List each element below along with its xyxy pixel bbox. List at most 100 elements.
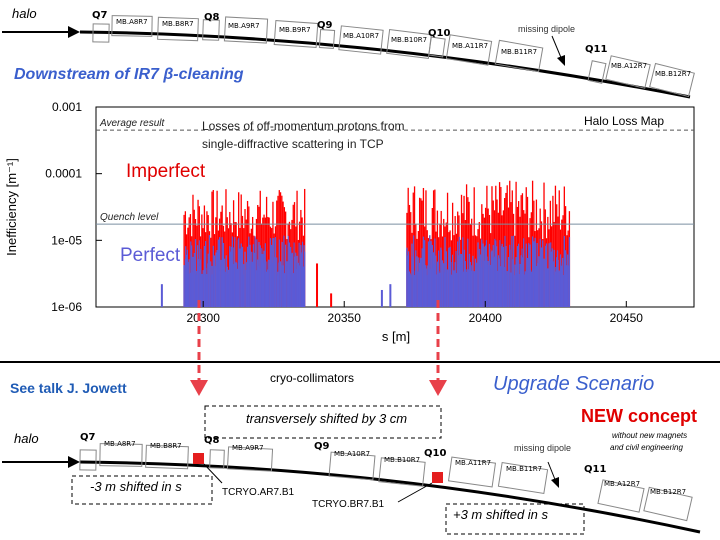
plot-xlabel: s [m] [382,329,410,344]
bar-perfect [560,262,562,307]
bar-imperfect [225,189,227,307]
bar-imperfect [265,196,268,307]
bar-perfect [413,235,415,307]
shift-minus-box [71,475,213,505]
bar-perfect [541,248,543,307]
top-halo-label: halo [12,6,37,21]
bar-perfect [563,239,565,307]
bar-perfect [428,268,430,307]
bar-perfect [455,250,457,307]
top-missing-dipole-pointer-head [557,55,565,66]
bottom-magnet-boxes [79,443,693,522]
bar-imperfect [535,199,538,307]
bar-isolated [160,284,163,307]
bar-perfect [298,242,300,307]
y-tick-label: 0.001 [52,100,82,114]
bar-perfect [558,270,560,307]
y-tick-label: 0.0001 [45,167,82,181]
bar-perfect [504,235,506,307]
bar-perfect [266,261,268,307]
new-concept: NEW concept [581,406,698,426]
bar-perfect [519,263,521,307]
bottom-quad-box-q8 [209,449,225,469]
plot-title: Halo Loss Map [584,114,664,128]
bottom-missing-dipole-pointer-head [551,477,559,488]
bar-perfect [469,261,472,307]
reference-line-label: Quench level [100,212,159,223]
bar-perfect [416,256,418,307]
top-magnet-b8: MB.B8R7 [162,20,194,28]
bar-perfect [468,253,471,307]
bar-perfect [484,245,487,307]
bar-perfect [475,270,477,307]
bar-perfect [300,245,302,307]
bar-imperfect [471,218,473,307]
top-magnet-b11: MB.B11R7 [501,48,538,56]
cryo-collimator-a-marker [193,453,204,464]
bar-perfect [205,267,207,307]
bar-perfect [467,238,469,307]
bar-perfect [195,274,197,307]
bar-imperfect [183,214,185,307]
bar-perfect [200,248,202,307]
bar-imperfect [192,194,194,307]
bar-perfect [487,260,489,307]
bar-perfect [501,246,503,307]
bar-perfect [492,245,494,307]
cryo-collimator-b-marker [432,472,443,483]
bar-perfect [540,247,543,307]
bar-perfect [271,262,273,307]
bar-perfect [296,263,299,307]
bar-imperfect [443,218,445,307]
bar-perfect [208,235,211,307]
bottom-magnet-a8: MB.A8R7 [104,440,136,448]
bar-imperfect [282,201,284,307]
y-tick-label: 1e-06 [51,300,82,314]
bar-perfect [407,251,410,307]
bar-perfect [190,241,192,307]
bar-imperfect [276,200,278,307]
top-quad-box-q8 [202,19,220,41]
bar-imperfect [408,204,411,307]
bottom-dipole-box-a9 [226,446,274,472]
bottom-quad-q11: Q11 [584,464,607,475]
bar-perfect [525,243,527,307]
top-magnet-a8: MB.A8R7 [116,18,148,26]
bottom-magnet-b8: MB.B8R7 [150,442,182,450]
bar-imperfect [487,208,489,307]
bar-perfect [408,271,411,307]
bar-perfect [551,248,554,307]
upgrade-title: Upgrade Scenario [493,373,655,395]
bottom-magnet-b12: MB.B12R7 [650,488,687,496]
bar-perfect [236,268,239,307]
bar-perfect [565,252,567,307]
bar-perfect [526,266,528,307]
bar-perfect [252,244,255,307]
bar-perfect [470,265,472,307]
bar-perfect [435,255,437,307]
top-magnet-boxes [92,15,695,98]
bar-perfect [530,271,532,307]
bar-perfect [229,252,231,307]
bar-imperfect [436,210,439,307]
bar-perfect [506,274,508,307]
bar-perfect [446,271,449,307]
bar-perfect [448,251,450,307]
new-concept-note-line1: without new magnets [612,431,688,440]
arrow-left-head [190,380,208,396]
bar-perfect [283,235,285,307]
bar-perfect [262,263,265,307]
bottom-magnet-a11: MB.A11R7 [455,459,492,467]
bar-perfect [550,251,553,307]
bar-perfect [457,241,459,307]
bar-perfect [409,273,411,307]
bar-perfect [211,265,213,307]
bar-perfect [561,265,563,307]
bar-perfect [449,246,451,307]
bar-imperfect [561,219,563,307]
x-tick-label: 20300 [187,311,221,325]
bar-perfect [411,243,413,307]
bar-perfect [536,243,538,307]
bar-perfect [529,269,532,307]
bar-perfect [450,262,452,307]
